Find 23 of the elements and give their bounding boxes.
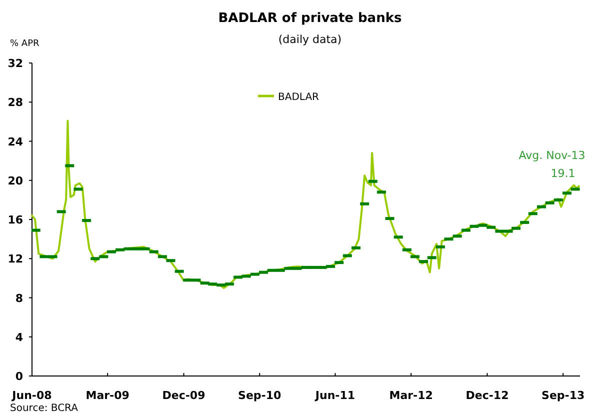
y-tick-label: 32: [8, 57, 23, 70]
x-tick-label: Jun-11: [314, 389, 356, 402]
y-tick-label: 8: [15, 292, 23, 305]
chart-subtitle: (daily data): [278, 33, 342, 46]
y-tick-label: 16: [8, 214, 24, 226]
source-note: Source: BCRA: [10, 403, 78, 414]
x-tick-label: Sep-13: [542, 389, 585, 402]
chart-title: BADLAR of private banks: [218, 11, 402, 26]
y-tick-label: 20: [8, 174, 24, 188]
y-tick-label: 12: [8, 252, 23, 266]
x-tick-label: Mar-12: [389, 389, 433, 402]
y-tick-label: 0: [15, 370, 24, 383]
y-tick-label: 24: [8, 135, 24, 148]
x-tick-label: Dec-09: [162, 389, 206, 402]
legend-label: BADLAR: [278, 92, 320, 103]
annotation: Avg. Nov-13 19.1: [518, 149, 586, 180]
x-tick-label: Mar-09: [86, 389, 130, 402]
x-tick-label: Dec-12: [466, 389, 509, 402]
y-tick-label: 28: [8, 96, 23, 110]
y-axis-title: % APR: [10, 39, 40, 49]
x-tick-label: Sep-10: [238, 389, 282, 402]
y-tick-label: 4: [15, 330, 24, 344]
x-tick-label: Jun-08: [11, 389, 52, 402]
